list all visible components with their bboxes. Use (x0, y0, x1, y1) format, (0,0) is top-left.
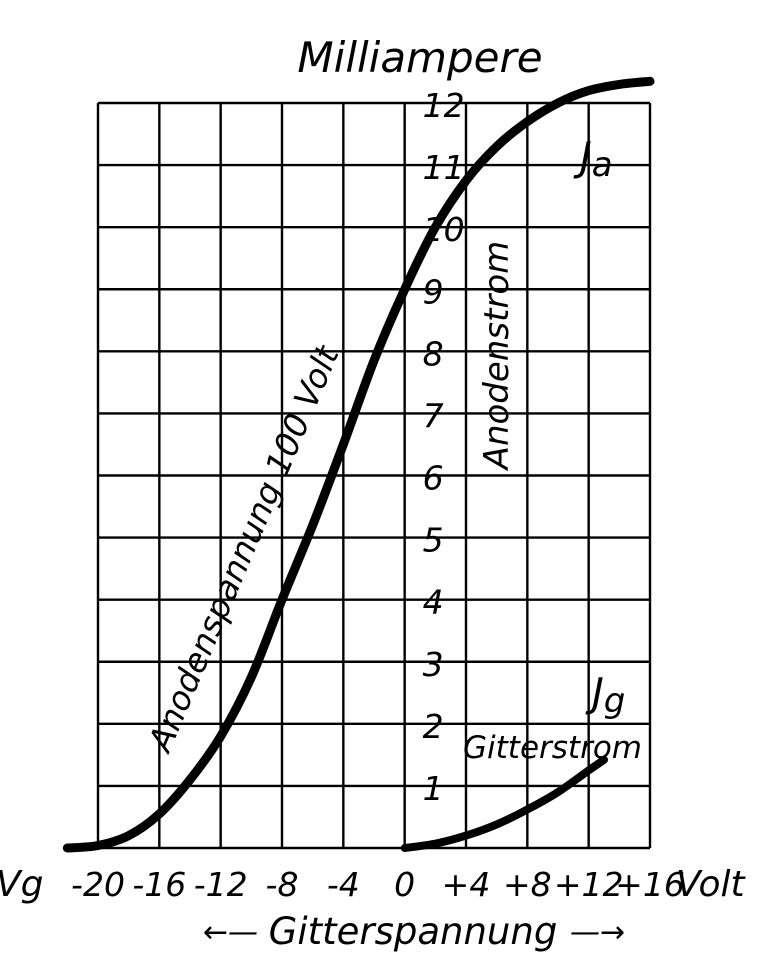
anodenstrom-annotation: Anodenstrom (477, 241, 517, 472)
x-tick-label: -4 (327, 865, 360, 904)
x-tick-label: +8 (503, 865, 552, 904)
y-tick-label: 9 (423, 272, 444, 311)
y-tick-label: 11 (423, 148, 465, 187)
ia-series-label: Ja (573, 134, 613, 185)
x-tick-label: +12 (554, 865, 624, 904)
y-tick-label: 4 (423, 583, 444, 622)
gitterstrom-annotation: Gitterstrom (463, 730, 642, 766)
y-tick-label: 10 (423, 210, 465, 249)
ig-series-label: Jg (585, 670, 625, 721)
y-unit-label: Milliampere (297, 33, 542, 82)
y-tick-label: 1 (423, 769, 444, 808)
x-tick-label: -8 (266, 865, 299, 904)
y-tick-label: 2 (423, 707, 444, 746)
x-axis-title: Gitterspannung (269, 910, 558, 953)
series-ia-line (62, 76, 655, 853)
y-tick-label: 7 (423, 396, 444, 435)
x-tick-labels: -20 -16 -12 -8 -4 0 +4 +8 +12+16 (71, 865, 685, 904)
x-tick-label: +16 (615, 865, 685, 904)
y-tick-label: 3 (423, 645, 444, 684)
x-axis-arrow-right: —→ (570, 915, 625, 950)
x-unit-label: Volt (676, 864, 747, 905)
x-tick-label: +4 (442, 865, 491, 904)
labels: Milliampere Ja Jg Gitterstrom Anodenstro… (0, 33, 747, 953)
curves (62, 76, 655, 853)
y-tick-label: 6 (423, 459, 444, 498)
x-tick-label: -16 (132, 865, 186, 904)
x-axis-arrow-left: ←— (203, 915, 258, 950)
y-tick-label: 8 (423, 334, 444, 373)
y-tick-label: 5 (423, 521, 444, 560)
x-tick-label: -12 (194, 865, 248, 904)
series-ig-line (400, 755, 608, 852)
y-tick-label: 12 (423, 86, 465, 125)
x-tick-label: 0 (394, 865, 415, 904)
x-tick-label: -20 (71, 865, 125, 904)
x-axis-prefix: Vg (0, 864, 43, 905)
